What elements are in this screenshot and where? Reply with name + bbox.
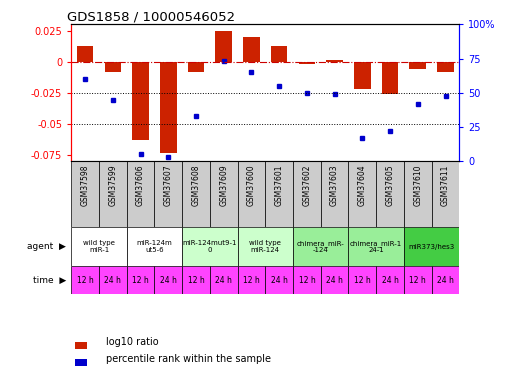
Text: 12 h: 12 h xyxy=(77,276,93,285)
Bar xyxy=(271,45,288,62)
Text: 24 h: 24 h xyxy=(382,276,399,285)
Text: GSM37601: GSM37601 xyxy=(275,165,284,206)
Text: GSM37607: GSM37607 xyxy=(164,165,173,206)
Text: agent  ▶: agent ▶ xyxy=(27,242,66,251)
Bar xyxy=(238,266,266,294)
Text: 24 h: 24 h xyxy=(437,276,454,285)
Bar xyxy=(182,266,210,294)
Bar xyxy=(376,161,404,227)
Bar xyxy=(404,227,459,266)
Bar xyxy=(71,266,99,294)
Text: 12 h: 12 h xyxy=(409,276,426,285)
Bar xyxy=(348,266,376,294)
Bar xyxy=(99,161,127,227)
Bar xyxy=(154,161,182,227)
Bar xyxy=(432,161,459,227)
Text: 12 h: 12 h xyxy=(354,276,371,285)
Bar xyxy=(299,62,315,64)
Text: GSM37605: GSM37605 xyxy=(385,165,394,206)
Text: GSM37611: GSM37611 xyxy=(441,165,450,206)
Bar xyxy=(265,161,293,227)
Bar xyxy=(71,227,127,266)
Bar xyxy=(99,266,127,294)
Text: wild type
miR-1: wild type miR-1 xyxy=(83,240,115,253)
Text: GSM37606: GSM37606 xyxy=(136,165,145,206)
Text: chimera_miR-
-124: chimera_miR- -124 xyxy=(297,240,345,253)
Bar xyxy=(354,62,371,89)
Text: GSM37609: GSM37609 xyxy=(219,165,228,206)
Bar xyxy=(321,266,348,294)
Bar xyxy=(75,359,87,366)
Bar xyxy=(127,266,154,294)
Bar xyxy=(160,62,176,153)
Bar xyxy=(432,266,459,294)
Bar xyxy=(210,161,238,227)
Text: 24 h: 24 h xyxy=(326,276,343,285)
Text: log10 ratio: log10 ratio xyxy=(106,337,159,347)
Text: miR373/hes3: miR373/hes3 xyxy=(409,244,455,250)
Bar xyxy=(293,227,348,266)
Bar xyxy=(127,227,182,266)
Text: GSM37608: GSM37608 xyxy=(192,165,201,206)
Bar xyxy=(376,266,404,294)
Text: GSM37598: GSM37598 xyxy=(81,165,90,206)
Text: miR-124m
ut5-6: miR-124m ut5-6 xyxy=(137,240,172,253)
Text: time  ▶: time ▶ xyxy=(33,276,66,285)
Bar xyxy=(404,266,432,294)
Text: GSM37610: GSM37610 xyxy=(413,165,422,206)
Bar xyxy=(105,62,121,72)
Bar xyxy=(243,37,260,62)
Bar xyxy=(77,45,93,62)
Text: miR-124mut9-1
0: miR-124mut9-1 0 xyxy=(183,240,237,253)
Text: 12 h: 12 h xyxy=(243,276,260,285)
Bar xyxy=(348,227,404,266)
Bar xyxy=(210,266,238,294)
Bar xyxy=(75,342,87,349)
Text: chimera_miR-1
24-1: chimera_miR-1 24-1 xyxy=(350,240,402,253)
Text: percentile rank within the sample: percentile rank within the sample xyxy=(106,354,271,364)
Text: wild type
miR-124: wild type miR-124 xyxy=(249,240,281,253)
Bar xyxy=(127,161,154,227)
Bar xyxy=(326,60,343,62)
Bar xyxy=(238,227,293,266)
Bar xyxy=(293,266,321,294)
Text: 12 h: 12 h xyxy=(187,276,204,285)
Text: GSM37602: GSM37602 xyxy=(303,165,312,206)
Bar xyxy=(437,62,454,72)
Bar xyxy=(382,62,398,94)
Text: 24 h: 24 h xyxy=(215,276,232,285)
Bar xyxy=(215,31,232,62)
Bar xyxy=(348,161,376,227)
Text: 12 h: 12 h xyxy=(132,276,149,285)
Bar xyxy=(404,161,432,227)
Bar xyxy=(321,161,348,227)
Text: 12 h: 12 h xyxy=(298,276,315,285)
Bar xyxy=(132,62,149,140)
Text: GSM37603: GSM37603 xyxy=(330,165,339,206)
Text: 24 h: 24 h xyxy=(105,276,121,285)
Bar xyxy=(410,62,426,69)
Text: 24 h: 24 h xyxy=(160,276,177,285)
Bar xyxy=(154,266,182,294)
Bar xyxy=(238,161,266,227)
Text: GSM37600: GSM37600 xyxy=(247,165,256,206)
Text: 24 h: 24 h xyxy=(271,276,288,285)
Bar xyxy=(182,161,210,227)
Bar xyxy=(182,227,238,266)
Bar xyxy=(188,62,204,72)
Bar xyxy=(293,161,321,227)
Text: GDS1858 / 10000546052: GDS1858 / 10000546052 xyxy=(68,10,235,23)
Bar xyxy=(265,266,293,294)
Text: GSM37599: GSM37599 xyxy=(108,165,117,206)
Text: GSM37604: GSM37604 xyxy=(358,165,367,206)
Bar xyxy=(71,161,99,227)
